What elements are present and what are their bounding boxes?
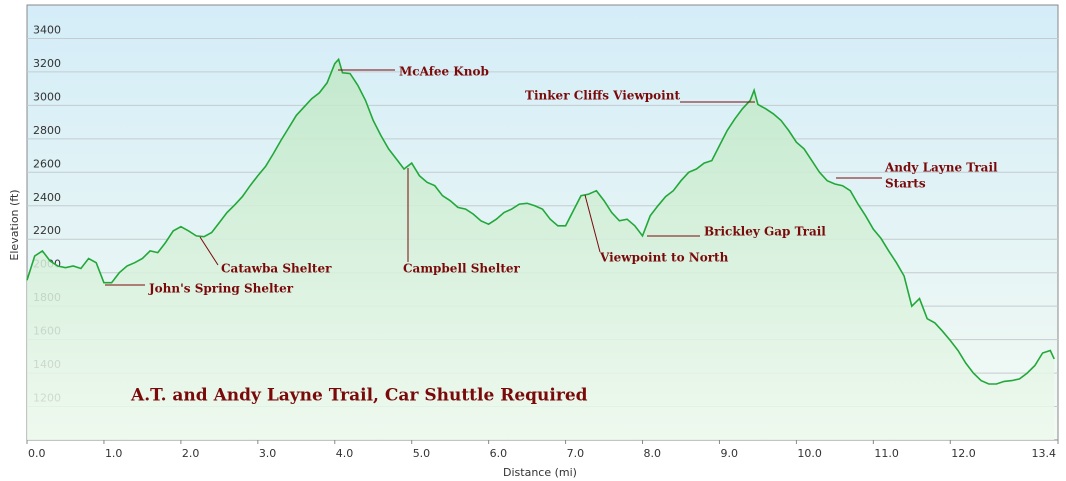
- x-tick-label: 7.0: [567, 447, 585, 460]
- annotation: Starts: [885, 177, 926, 191]
- annotation: Tinker Cliffs Viewpoint: [525, 89, 680, 103]
- x-tick-label: 3.0: [259, 447, 277, 460]
- annotation: McAfee Knob: [399, 65, 489, 79]
- y-tick-label: 2400: [33, 191, 61, 204]
- y-tick-label: 2200: [33, 224, 61, 237]
- chart-title: A.T. and Andy Layne Trail, Car Shuttle R…: [130, 386, 588, 406]
- annotation: Viewpoint to North: [599, 251, 729, 265]
- y-tick-label: 2600: [33, 157, 61, 170]
- x-tick-label: 0.0: [28, 447, 46, 460]
- annotation-leader: [584, 194, 601, 253]
- x-axis-label: Distance (mi): [503, 466, 577, 479]
- x-tick-label: 13.4: [1032, 447, 1057, 460]
- x-tick-label: 11.0: [874, 447, 899, 460]
- annotation: Catawba Shelter: [221, 262, 332, 276]
- y-tick-label: 2800: [33, 124, 61, 137]
- x-tick-label: 10.0: [797, 447, 822, 460]
- x-tick-label: 1.0: [105, 447, 123, 460]
- annotation: Andy Layne Trail: [884, 161, 998, 175]
- annotation: Brickley Gap Trail: [704, 225, 826, 239]
- y-axis-label: Elevation (ft): [8, 189, 21, 260]
- y-tick-label: 3400: [33, 23, 61, 36]
- line: [26, 57, 1055, 385]
- x-tick-label: 2.0: [182, 447, 200, 460]
- x-tick-label: 5.0: [413, 447, 431, 460]
- area: [27, 59, 1055, 441]
- x-tick-label: 9.0: [720, 447, 738, 460]
- x-tick-label: 8.0: [644, 447, 662, 460]
- x-tick-label: 4.0: [336, 447, 354, 460]
- y-tick-label: 3200: [33, 57, 61, 70]
- annotation-leader: [199, 236, 219, 266]
- annotation: John's Spring Shelter: [148, 282, 294, 296]
- y-tick-label: 3000: [33, 90, 61, 103]
- x-tick-label: 12.0: [951, 447, 976, 460]
- x-tick-label: 6.0: [490, 447, 508, 460]
- annotation: Campbell Shelter: [403, 262, 520, 276]
